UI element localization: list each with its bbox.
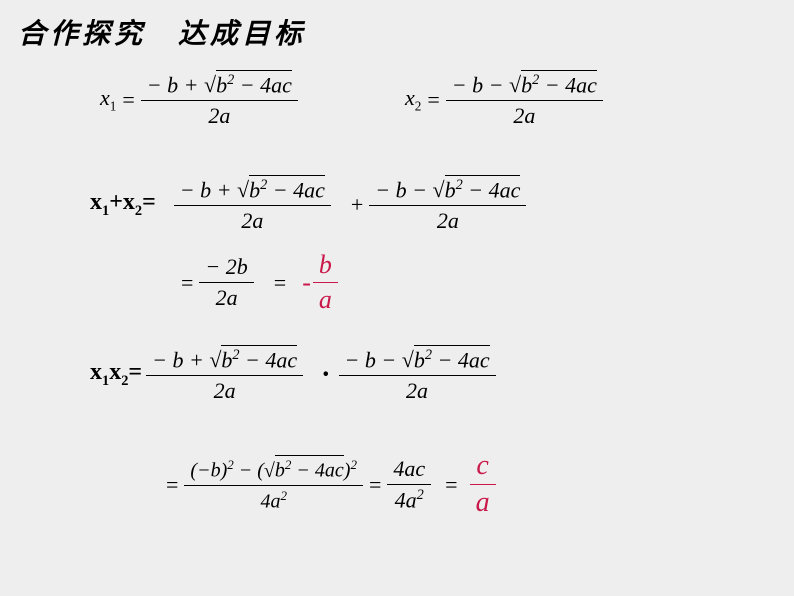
equals: = xyxy=(116,87,140,113)
diff-of-squares: (−b)2 − (√b2 − 4ac)2 4a2 xyxy=(184,455,363,513)
prod-label: x1x2= xyxy=(90,359,142,390)
equals: = xyxy=(439,472,463,498)
neg2b-over-2a: − 2b 2a xyxy=(199,254,253,311)
formula-sum: x1+x2= − b + √b2 − 4ac 2a + − b − √b2 − … xyxy=(90,175,526,234)
sum-term2: − b − √b2 − 4ac 2a xyxy=(369,175,526,234)
b-over-a: b a xyxy=(313,250,338,315)
page-title: 合作探究 达成目标 xyxy=(18,12,306,52)
equals: = xyxy=(160,472,184,498)
4ac-over-4a2: 4ac 4a2 xyxy=(387,456,431,513)
formula-product-simplify: = (−b)2 − (√b2 − 4ac)2 4a2 = 4ac 4a2 = c… xyxy=(160,450,496,519)
x1-var: x1 xyxy=(100,85,116,114)
formula-x2: x2 = − b − √b2 − 4ac 2a xyxy=(405,70,603,129)
formula-product: x1x2= − b + √b2 − 4ac 2a · − b − √b2 − 4… xyxy=(90,345,496,404)
prod-term1: − b + √b2 − 4ac 2a xyxy=(146,345,303,404)
c-over-a: c a xyxy=(470,450,496,519)
sum-label: x1+x2= xyxy=(90,189,156,220)
equals: = xyxy=(268,270,292,296)
formula-sum-simplify: = − 2b 2a = - b a xyxy=(175,250,338,315)
dot-op: · xyxy=(315,359,336,391)
sum-term1: − b + √b2 − 4ac 2a xyxy=(174,175,331,234)
formula-x1: x1 = − b + √b2 − 4ac 2a xyxy=(100,70,298,129)
x2-fraction: − b − √b2 − 4ac 2a xyxy=(446,70,603,129)
equals: = xyxy=(175,270,199,296)
equals: = xyxy=(363,472,387,498)
neg-sign: - xyxy=(302,268,311,298)
equals: = xyxy=(421,87,445,113)
x1-fraction: − b + √b2 − 4ac 2a xyxy=(141,70,298,129)
prod-term2: − b − √b2 − 4ac 2a xyxy=(339,345,496,404)
plus-op: + xyxy=(345,192,369,218)
x2-var: x2 xyxy=(405,85,421,114)
